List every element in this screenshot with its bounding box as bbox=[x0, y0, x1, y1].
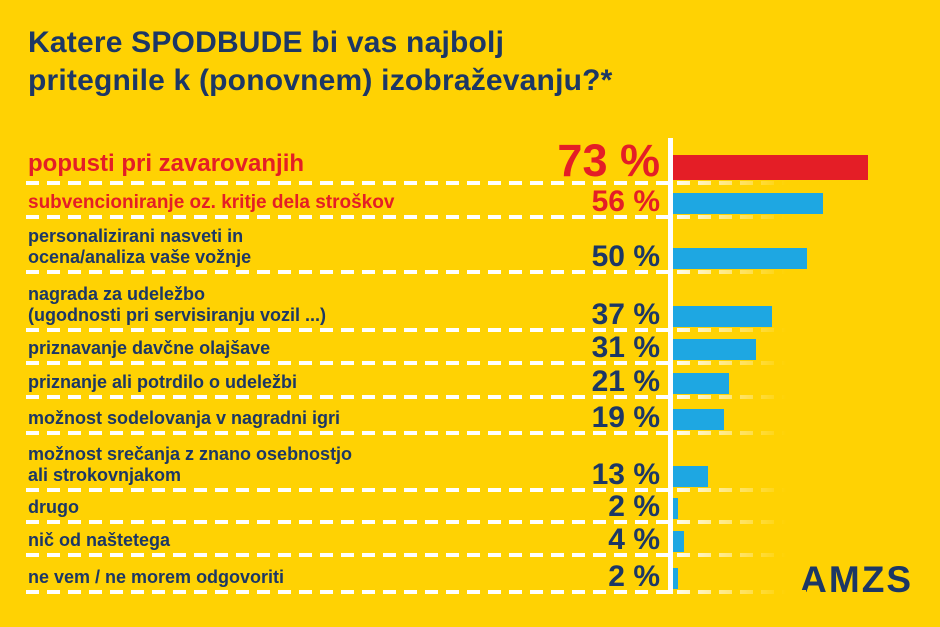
category-label-line: drugo bbox=[28, 497, 79, 517]
category-label-line: popusti pri zavarovanjih bbox=[28, 150, 305, 177]
chart-row: drugo 2 % bbox=[0, 490, 940, 524]
bar-cell bbox=[660, 397, 940, 433]
value-label: 31 % bbox=[591, 331, 660, 364]
bar bbox=[673, 306, 772, 327]
bar-cell bbox=[660, 490, 940, 522]
bar bbox=[673, 193, 823, 214]
category-label: subvencioniranje oz. kritje dela stroško… bbox=[0, 183, 512, 217]
bar bbox=[673, 155, 868, 180]
category-label-line: možnost sodelovanja v nagradni igri bbox=[28, 408, 341, 428]
bar-cell bbox=[660, 433, 940, 490]
bar bbox=[673, 339, 756, 360]
row-separator-line bbox=[26, 520, 806, 524]
category-label: ne vem / ne morem odgovoriti bbox=[0, 555, 512, 592]
value-label: 21 % bbox=[591, 365, 660, 398]
bar-cell bbox=[660, 330, 940, 363]
row-separator-line bbox=[26, 181, 806, 185]
category-label-line: priznanje ali potrdilo o udeležbi bbox=[28, 372, 298, 392]
value-label: 56 % bbox=[591, 185, 660, 218]
row-separator-line bbox=[26, 328, 806, 332]
value-label: 73 % bbox=[557, 135, 660, 186]
row-separator-line bbox=[26, 395, 806, 399]
chart-row: možnost sodelovanja v nagradni igri 19 % bbox=[0, 397, 940, 435]
row-separator-line bbox=[26, 270, 806, 274]
category-label-line: personalizirani nasveti in bbox=[28, 226, 244, 246]
category-label: popusti pri zavarovanjih bbox=[0, 145, 512, 183]
category-label: personalizirani nasveti in ocena/analiza … bbox=[0, 217, 512, 272]
bar-cell bbox=[660, 217, 940, 272]
chart-title: Katere SPODBUDE bi vas najbolj pritegnil… bbox=[28, 24, 613, 100]
bar bbox=[673, 498, 679, 519]
row-separator-line bbox=[26, 488, 806, 492]
chart-row: nič od naštetega 4 % bbox=[0, 522, 940, 557]
row-separator-line bbox=[26, 553, 806, 557]
category-label-line: (ugodnosti pri servisiranju vozil ...) bbox=[28, 305, 327, 325]
category-label: možnost sodelovanja v nagradni igri bbox=[0, 397, 512, 433]
chart-row: priznanje ali potrdilo o udeležbi 21 % bbox=[0, 363, 940, 399]
bar bbox=[673, 568, 679, 589]
category-label: priznavanje davčne olajšave bbox=[0, 330, 512, 363]
bar-cell bbox=[660, 555, 940, 592]
value-label: 13 % bbox=[591, 458, 660, 491]
category-label-line: ocena/analiza vaše vožnje bbox=[28, 247, 252, 267]
value-label: 2 % bbox=[608, 560, 660, 593]
category-label: nagrada za udeležbo (ugodnosti pri servis… bbox=[0, 272, 512, 330]
bar-cell bbox=[660, 522, 940, 555]
category-label-line: ne vem / ne morem odgovoriti bbox=[28, 567, 285, 587]
chart-row: možnost srečanja z znano osebnostjo ali s… bbox=[0, 433, 940, 492]
bar bbox=[673, 409, 724, 430]
row-separator-line bbox=[26, 590, 806, 594]
value-label: 4 % bbox=[608, 523, 660, 556]
bar bbox=[673, 531, 684, 552]
chart-title-line2: pritegnile k (ponovnem) izobraževanju?* bbox=[28, 64, 613, 97]
value-label: 50 % bbox=[591, 240, 660, 273]
bar-cell bbox=[660, 145, 940, 183]
value-label: 19 % bbox=[591, 401, 660, 434]
value-label: 2 % bbox=[608, 490, 660, 523]
bar bbox=[673, 248, 807, 269]
amzs-logo: AMZS bbox=[800, 559, 913, 600]
row-separator-line bbox=[26, 361, 806, 365]
category-label: možnost srečanja z znano osebnostjo ali s… bbox=[0, 433, 512, 490]
category-label-line: ali strokovnjakom bbox=[28, 465, 182, 485]
chart-row: personalizirani nasveti in ocena/analiza … bbox=[0, 217, 940, 274]
bar-cell bbox=[660, 183, 940, 217]
bar bbox=[673, 373, 730, 394]
chart-row: ne vem / ne morem odgovoriti 2 % bbox=[0, 555, 940, 594]
bar-cell bbox=[660, 272, 940, 330]
category-label: nič od naštetega bbox=[0, 522, 512, 555]
row-separator-line bbox=[26, 431, 806, 435]
chart-row: subvencioniranje oz. kritje dela stroško… bbox=[0, 183, 940, 219]
axis-baseline bbox=[668, 138, 673, 594]
row-separator-line bbox=[26, 215, 806, 219]
chart-row: priznavanje davčne olajšave 31 % bbox=[0, 330, 940, 365]
category-label-line: priznavanje davčne olajšave bbox=[28, 338, 271, 358]
value-label: 37 % bbox=[591, 298, 660, 331]
category-label-line: nič od naštetega bbox=[28, 530, 171, 550]
category-label-line: možnost srečanja z znano osebnostjo bbox=[28, 444, 353, 464]
category-label-line: nagrada za udeležbo bbox=[28, 284, 206, 304]
bar-cell bbox=[660, 363, 940, 397]
category-label: priznanje ali potrdilo o udeležbi bbox=[0, 363, 512, 397]
chart-rows: popusti pri zavarovanjih 73 % subvencionir… bbox=[0, 135, 940, 594]
chart-row: popusti pri zavarovanjih 73 % bbox=[0, 135, 940, 186]
category-label: drugo bbox=[0, 490, 512, 522]
bar-chart: popusti pri zavarovanjih 73 % subvencionir… bbox=[0, 135, 940, 594]
category-label-line: subvencioniranje oz. kritje dela stroško… bbox=[28, 192, 395, 213]
chart-title-line1: Katere SPODBUDE bi vas najbolj bbox=[28, 26, 505, 59]
bar bbox=[673, 466, 708, 487]
chart-row: nagrada za udeležbo (ugodnosti pri servis… bbox=[0, 272, 940, 332]
